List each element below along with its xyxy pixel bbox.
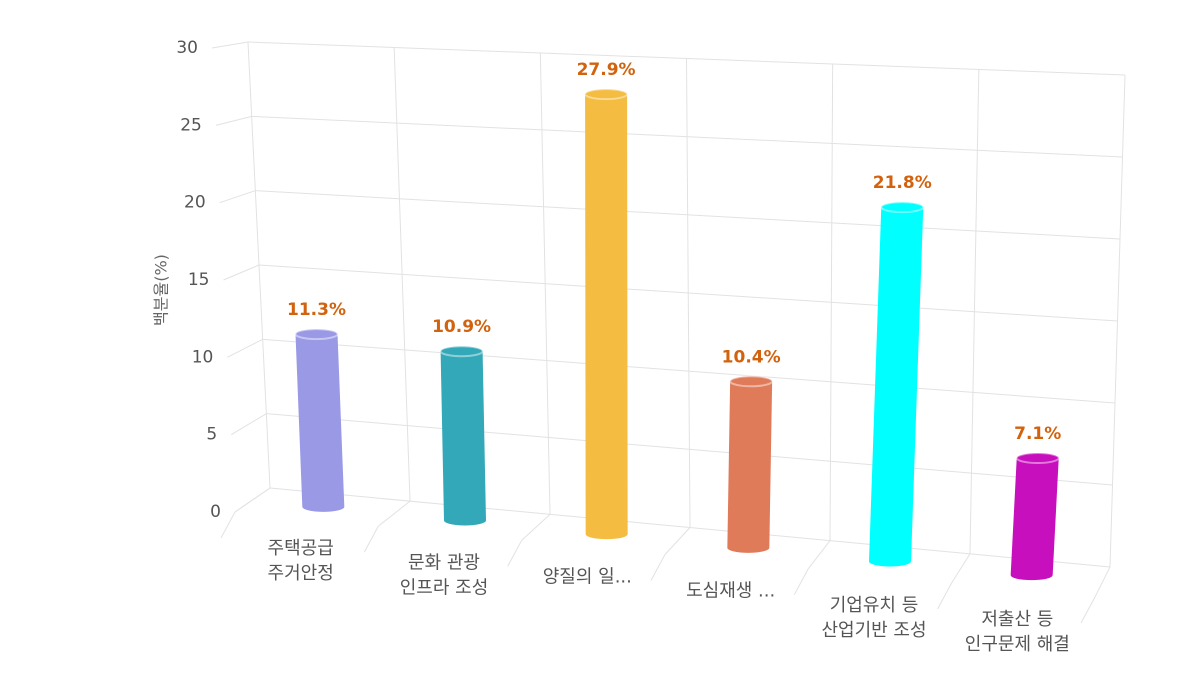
- value-label: 11.3%: [287, 300, 346, 320]
- cylinder-top: [294, 328, 339, 341]
- cylinder-top: [880, 201, 925, 214]
- x-tick-label: 주거안정: [268, 563, 334, 584]
- x-tick-label: 인구문제 해결: [965, 634, 1070, 655]
- y-tick-label: 10: [192, 347, 214, 367]
- floor-divider: [951, 553, 971, 584]
- side-grid-line: [215, 115, 252, 126]
- cylinder-top: [439, 345, 484, 358]
- value-label: 27.9%: [577, 60, 636, 80]
- floor-tick: [220, 511, 236, 539]
- side-grid-line: [227, 338, 263, 358]
- floor-divider: [378, 500, 411, 527]
- value-label: 10.4%: [722, 347, 781, 367]
- cylinder: [585, 94, 628, 540]
- floor-tick: [650, 554, 666, 581]
- floor-tick: [363, 525, 379, 553]
- cylinder: [440, 351, 486, 526]
- cylinder: [1010, 458, 1059, 581]
- cylinder: [727, 381, 773, 553]
- y-axis-title: 백분율(%): [152, 254, 171, 326]
- x-tick-label: 저출산 등: [981, 609, 1053, 630]
- wall-divider: [829, 63, 834, 541]
- wall-divider: [686, 58, 691, 528]
- x-tick-label: 문화 관광: [408, 552, 480, 573]
- x-tick-label: 기업유치 등: [830, 595, 919, 616]
- cylinder-top: [584, 88, 629, 101]
- floor-divider: [664, 527, 691, 555]
- y-tick-label: 25: [180, 115, 202, 135]
- side-grid-line: [211, 41, 249, 49]
- floor-divider: [234, 487, 271, 513]
- x-tick-label: 산업기반 조성: [821, 620, 926, 641]
- floor-divider: [521, 513, 551, 541]
- side-grid-line: [219, 190, 256, 204]
- value-label: 10.9%: [432, 317, 491, 337]
- value-label: 21.8%: [873, 173, 932, 193]
- x-tick-label: 인프라 조성: [400, 577, 489, 598]
- y-tick-label: 30: [176, 38, 198, 58]
- x-tick-label: 양질의 일...: [543, 566, 632, 587]
- wall-divider: [1109, 74, 1126, 568]
- cylinder-top: [1015, 452, 1060, 465]
- floor-tick: [793, 568, 809, 595]
- wall-divider: [539, 52, 551, 515]
- y-tick-label: 15: [188, 270, 210, 290]
- y-tick-label: 5: [206, 425, 217, 445]
- y-tick-label: 0: [210, 502, 221, 522]
- wall-divider: [969, 69, 980, 554]
- side-grid-line: [230, 413, 267, 436]
- value-label: 7.1%: [1014, 424, 1061, 444]
- side-grid-line: [223, 264, 260, 281]
- floor-tick: [507, 540, 523, 567]
- floor-tick: [1080, 596, 1096, 624]
- cylinder: [869, 207, 924, 567]
- wall-divider: [247, 41, 271, 489]
- x-tick-label: 주택공급: [268, 538, 334, 559]
- y-tick-label: 20: [184, 193, 206, 213]
- x-tick-label: 도심재생 ...: [686, 581, 775, 602]
- floor-tick: [937, 582, 953, 610]
- floor-divider: [1094, 566, 1111, 598]
- cylinder-top: [729, 375, 774, 388]
- cylinder: [295, 334, 345, 512]
- floor-divider: [807, 540, 831, 569]
- wall-divider: [393, 47, 411, 502]
